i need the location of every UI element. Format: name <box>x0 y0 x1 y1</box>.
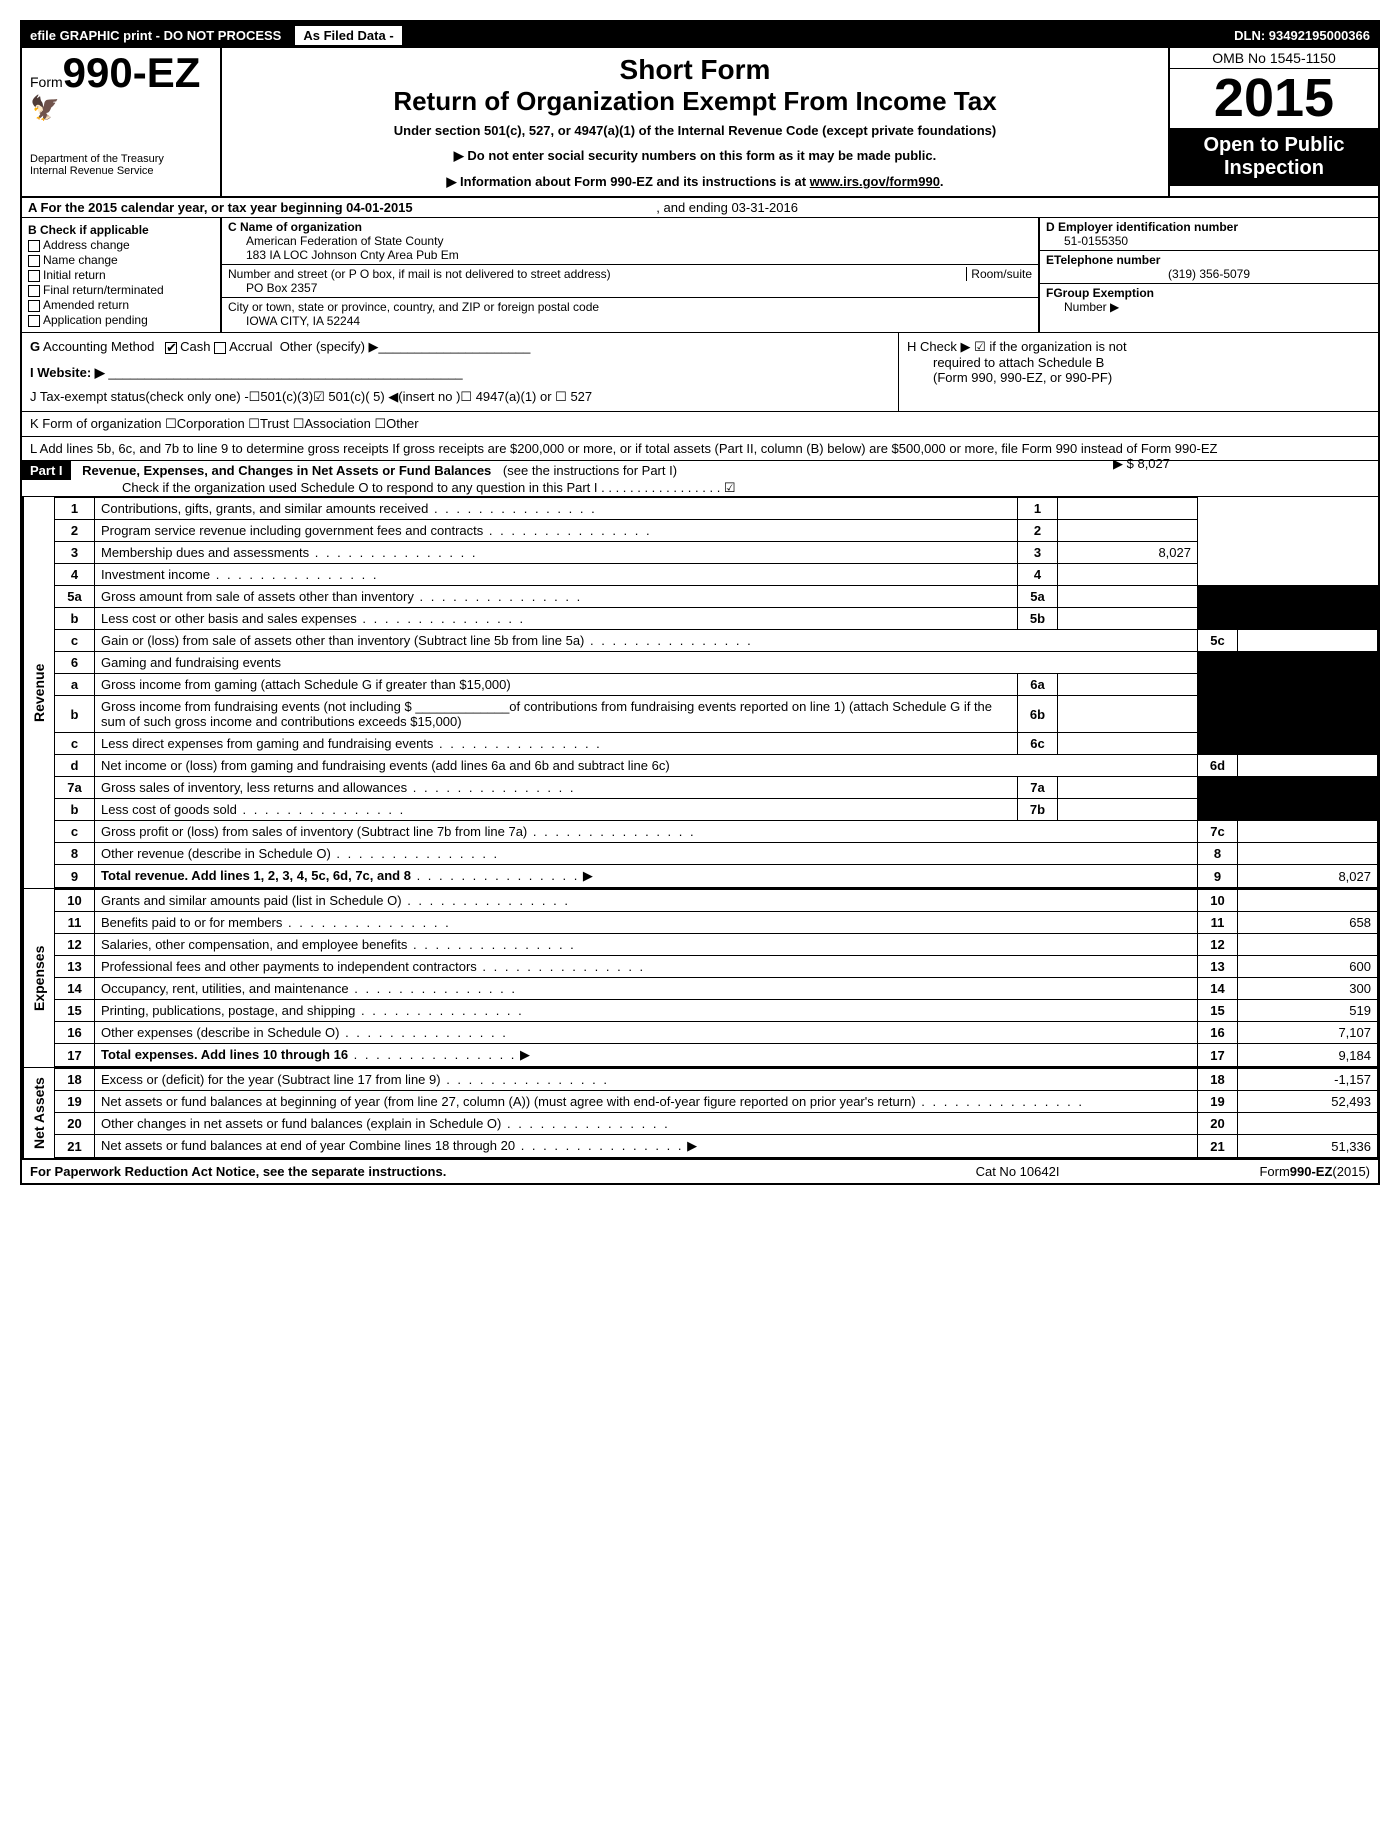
line-15: 15Printing, publications, postage, and s… <box>55 1000 1378 1022</box>
header-left: Form990-EZ 🦅 Department of the Treasury … <box>22 48 222 196</box>
line-20: 20Other changes in net assets or fund ba… <box>55 1113 1378 1135</box>
treasury-seal-icon: 🦅 <box>30 94 212 123</box>
form-page: efile GRAPHIC print - DO NOT PROCESS As … <box>20 20 1380 1185</box>
dept-irs: Internal Revenue Service <box>30 165 212 177</box>
line-19: 19Net assets or fund balances at beginni… <box>55 1091 1378 1113</box>
c-city: City or town, state or province, country… <box>222 298 1038 330</box>
col-b: B Check if applicable Address change Nam… <box>22 218 222 332</box>
part1-header: Part I Revenue, Expenses, and Changes in… <box>22 461 1378 497</box>
topbar-dln: DLN: 93492195000366 <box>1226 28 1378 43</box>
line-6b: bGross income from fundraising events (n… <box>55 696 1378 733</box>
line-4: 4Investment income4 <box>55 564 1378 586</box>
cat-no: Cat No 10642I <box>976 1164 1060 1179</box>
c-name: C Name of organization American Federati… <box>222 218 1038 265</box>
line-7a: 7aGross sales of inventory, less returns… <box>55 777 1378 799</box>
f-group-exemption: FGroup Exemption Number ▶ <box>1040 284 1378 316</box>
line-18: 18Excess or (deficit) for the year (Subt… <box>55 1069 1378 1091</box>
side-revenue: Revenue <box>22 497 54 888</box>
dept-treasury: Department of the Treasury <box>30 153 212 165</box>
chk-amended-return[interactable]: Amended return <box>28 298 214 312</box>
expenses-table: 10Grants and similar amounts paid (list … <box>54 889 1378 1067</box>
line-6c: cLess direct expenses from gaming and fu… <box>55 733 1378 755</box>
line-6a: aGross income from gaming (attach Schedu… <box>55 674 1378 696</box>
revenue-table: 1Contributions, gifts, grants, and simil… <box>54 497 1378 888</box>
row-a: A For the 2015 calendar year, or tax yea… <box>22 198 1378 218</box>
form-number: 990-EZ <box>63 49 201 96</box>
subtitle: Under section 501(c), 527, or 4947(a)(1)… <box>234 123 1156 138</box>
chk-accrual[interactable] <box>214 342 226 354</box>
chk-cash[interactable] <box>165 342 177 354</box>
paperwork-notice: For Paperwork Reduction Act Notice, see … <box>30 1164 446 1179</box>
line-12: 12Salaries, other compensation, and empl… <box>55 934 1378 956</box>
revenue-block: Revenue 1Contributions, gifts, grants, a… <box>22 497 1378 889</box>
chk-initial-return[interactable]: Initial return <box>28 268 214 282</box>
chk-address-change[interactable]: Address change <box>28 238 214 252</box>
c-address: Number and street (or P O box, if mail i… <box>222 265 1038 298</box>
line-11: 11Benefits paid to or for members11658 <box>55 912 1378 934</box>
line-6: 6Gaming and fundraising events <box>55 652 1378 674</box>
irs-link[interactable]: www.irs.gov/form990 <box>810 174 940 189</box>
topbar-left: efile GRAPHIC print - DO NOT PROCESS <box>22 28 289 43</box>
g-accounting: G Accounting Method Cash Accrual Other (… <box>22 333 898 411</box>
header: Form990-EZ 🦅 Department of the Treasury … <box>22 48 1378 198</box>
d-ein: D Employer identification number 51-0155… <box>1040 218 1378 251</box>
l-gross-receipts: L Add lines 5b, 6c, and 7b to line 9 to … <box>22 437 1378 461</box>
line-2: 2Program service revenue including gover… <box>55 520 1378 542</box>
line-17: 17Total expenses. Add lines 10 through 1… <box>55 1044 1378 1067</box>
k-form-org: K Form of organization ☐Corporation ☐Tru… <box>22 412 1378 437</box>
line-10: 10Grants and similar amounts paid (list … <box>55 890 1378 912</box>
section-bcdef: B Check if applicable Address change Nam… <box>22 218 1378 333</box>
line-6d: dNet income or (loss) from gaming and fu… <box>55 755 1378 777</box>
line-13: 13Professional fees and other payments t… <box>55 956 1378 978</box>
footer: For Paperwork Reduction Act Notice, see … <box>22 1160 1378 1183</box>
e-phone: ETelephone number (319) 356-5079 <box>1040 251 1378 284</box>
line-16: 16Other expenses (describe in Schedule O… <box>55 1022 1378 1044</box>
netassets-table: 18Excess or (deficit) for the year (Subt… <box>54 1068 1378 1158</box>
line-3: 3Membership dues and assessments38,027 <box>55 542 1378 564</box>
header-right: OMB No 1545-1150 2015 Open to Public Ins… <box>1168 48 1378 196</box>
line-8: 8Other revenue (describe in Schedule O)8 <box>55 843 1378 865</box>
line-5b: bLess cost or other basis and sales expe… <box>55 608 1378 630</box>
col-def: D Employer identification number 51-0155… <box>1038 218 1378 332</box>
title-return: Return of Organization Exempt From Incom… <box>234 86 1156 117</box>
line-14: 14Occupancy, rent, utilities, and mainte… <box>55 978 1378 1000</box>
notice-ssn: ▶ Do not enter social security numbers o… <box>234 148 1156 164</box>
topbar: efile GRAPHIC print - DO NOT PROCESS As … <box>22 22 1378 48</box>
h-schedule-b: H Check ▶ ☑ if the organization is not r… <box>898 333 1378 411</box>
row-gh: G Accounting Method Cash Accrual Other (… <box>22 333 1378 412</box>
col-c: C Name of organization American Federati… <box>222 218 1038 332</box>
title-short-form: Short Form <box>234 54 1156 86</box>
tax-year: 2015 <box>1170 69 1378 128</box>
form-label: Form <box>30 74 63 90</box>
topbar-mid: As Filed Data - <box>293 24 403 47</box>
notice-info: ▶ Information about Form 990-EZ and its … <box>234 174 1156 190</box>
chk-name-change[interactable]: Name change <box>28 253 214 267</box>
netassets-block: Net Assets 18Excess or (deficit) for the… <box>22 1068 1378 1160</box>
side-netassets: Net Assets <box>22 1068 54 1158</box>
omb-number: OMB No 1545-1150 <box>1170 48 1378 69</box>
side-expenses: Expenses <box>22 889 54 1067</box>
line-7b: bLess cost of goods sold7b <box>55 799 1378 821</box>
j-tax-exempt: J Tax-exempt status(check only one) -☐50… <box>30 389 890 405</box>
header-center: Short Form Return of Organization Exempt… <box>222 48 1168 196</box>
expenses-block: Expenses 10Grants and similar amounts pa… <box>22 889 1378 1068</box>
form-ref: Form990-EZ(2015) <box>1259 1164 1370 1179</box>
chk-application-pending[interactable]: Application pending <box>28 313 214 327</box>
line-1: 1Contributions, gifts, grants, and simil… <box>55 498 1378 520</box>
chk-final-return[interactable]: Final return/terminated <box>28 283 214 297</box>
line-5a: 5aGross amount from sale of assets other… <box>55 586 1378 608</box>
open-public: Open to Public Inspection <box>1170 128 1378 186</box>
line-7c: cGross profit or (loss) from sales of in… <box>55 821 1378 843</box>
line-9: 9Total revenue. Add lines 1, 2, 3, 4, 5c… <box>55 865 1378 888</box>
line-5c: cGain or (loss) from sale of assets othe… <box>55 630 1378 652</box>
line-21: 21Net assets or fund balances at end of … <box>55 1135 1378 1158</box>
